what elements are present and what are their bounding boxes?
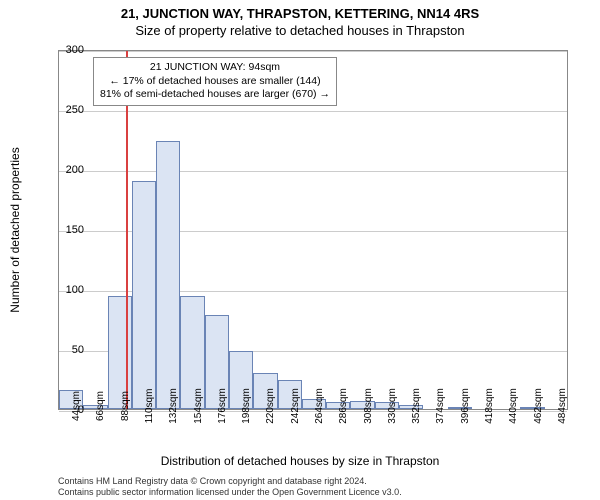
ytick-label: 50 — [44, 344, 84, 356]
footer-attribution: Contains HM Land Registry data © Crown c… — [58, 476, 586, 498]
gridline — [59, 51, 567, 52]
xtick-label: 88sqm — [120, 391, 131, 421]
xtick-label: 462sqm — [533, 388, 544, 424]
xtick-label: 154sqm — [193, 388, 204, 424]
xtick-label: 242sqm — [290, 388, 301, 424]
xtick-label: 66sqm — [95, 391, 106, 421]
histogram-bar — [156, 141, 180, 409]
ytick-label: 0 — [44, 404, 84, 416]
xtick-label: 330sqm — [387, 388, 398, 424]
xtick-label: 484sqm — [557, 388, 568, 424]
histogram-chart: 44sqm66sqm88sqm110sqm132sqm154sqm176sqm1… — [58, 50, 568, 410]
ytick-label: 150 — [44, 224, 84, 236]
xtick-label: 198sqm — [241, 388, 252, 424]
annotation-line: 81% of semi-detached houses are larger (… — [100, 88, 330, 102]
xtick-label: 286sqm — [338, 388, 349, 424]
xtick-label: 374sqm — [435, 388, 446, 424]
ytick-label: 300 — [44, 44, 84, 56]
chart-subtitle: Size of property relative to detached ho… — [0, 23, 600, 38]
ytick-label: 200 — [44, 164, 84, 176]
annotation-line: ← 17% of detached houses are smaller (14… — [100, 75, 330, 89]
xtick-label: 308sqm — [363, 388, 374, 424]
annotation-line: 21 JUNCTION WAY: 94sqm — [100, 61, 330, 75]
xtick-label: 132sqm — [168, 388, 179, 424]
ytick-label: 250 — [44, 104, 84, 116]
ytick-label: 100 — [44, 284, 84, 296]
xtick-label: 352sqm — [411, 388, 422, 424]
xtick-label: 110sqm — [144, 389, 155, 424]
footer-line-2: Contains public sector information licen… — [58, 487, 586, 498]
page-title: 21, JUNCTION WAY, THRAPSTON, KETTERING, … — [0, 6, 600, 21]
y-axis-label: Number of detached properties — [8, 147, 22, 312]
xtick-label: 440sqm — [508, 388, 519, 424]
gridline — [59, 111, 567, 112]
x-axis-label: Distribution of detached houses by size … — [0, 454, 600, 468]
gridline — [59, 171, 567, 172]
annotation-box: 21 JUNCTION WAY: 94sqm← 17% of detached … — [93, 57, 337, 106]
title-block: 21, JUNCTION WAY, THRAPSTON, KETTERING, … — [0, 0, 600, 38]
xtick-label: 220sqm — [265, 388, 276, 424]
xtick-label: 418sqm — [484, 388, 495, 424]
footer-line-1: Contains HM Land Registry data © Crown c… — [58, 476, 586, 487]
xtick-label: 176sqm — [217, 388, 228, 424]
xtick-label: 264sqm — [314, 388, 325, 424]
xtick-label: 396sqm — [460, 388, 471, 424]
histogram-bar — [132, 181, 156, 409]
